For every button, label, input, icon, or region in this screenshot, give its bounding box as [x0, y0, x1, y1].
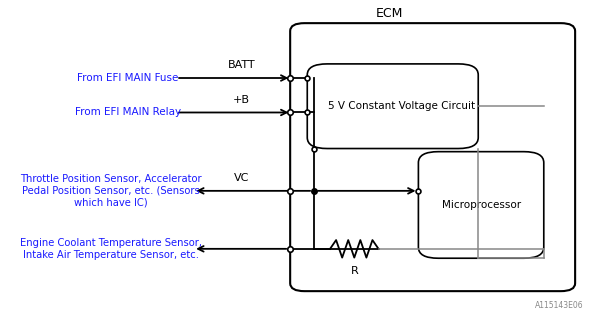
- Text: A115143E06: A115143E06: [535, 301, 584, 310]
- Text: Engine Coolant Temperature Sensor,
Intake Air Temperature Sensor, etc.: Engine Coolant Temperature Sensor, Intak…: [20, 238, 202, 260]
- Text: Throttle Position Sensor, Accelerator
Pedal Position Sensor, etc. (Sensors
which: Throttle Position Sensor, Accelerator Pe…: [20, 174, 202, 207]
- Text: R: R: [350, 266, 358, 276]
- Text: BATT: BATT: [228, 60, 255, 70]
- Text: ECM: ECM: [376, 7, 403, 20]
- FancyBboxPatch shape: [290, 23, 575, 291]
- FancyBboxPatch shape: [307, 64, 478, 149]
- Text: +B: +B: [233, 95, 250, 105]
- FancyBboxPatch shape: [418, 152, 544, 258]
- Text: 5 V Constant Voltage Circuit: 5 V Constant Voltage Circuit: [328, 101, 475, 111]
- Text: From EFI MAIN Fuse: From EFI MAIN Fuse: [77, 73, 178, 83]
- Text: From EFI MAIN Relay: From EFI MAIN Relay: [75, 108, 181, 117]
- Text: VC: VC: [234, 173, 249, 183]
- Text: Microprocessor: Microprocessor: [441, 200, 521, 210]
